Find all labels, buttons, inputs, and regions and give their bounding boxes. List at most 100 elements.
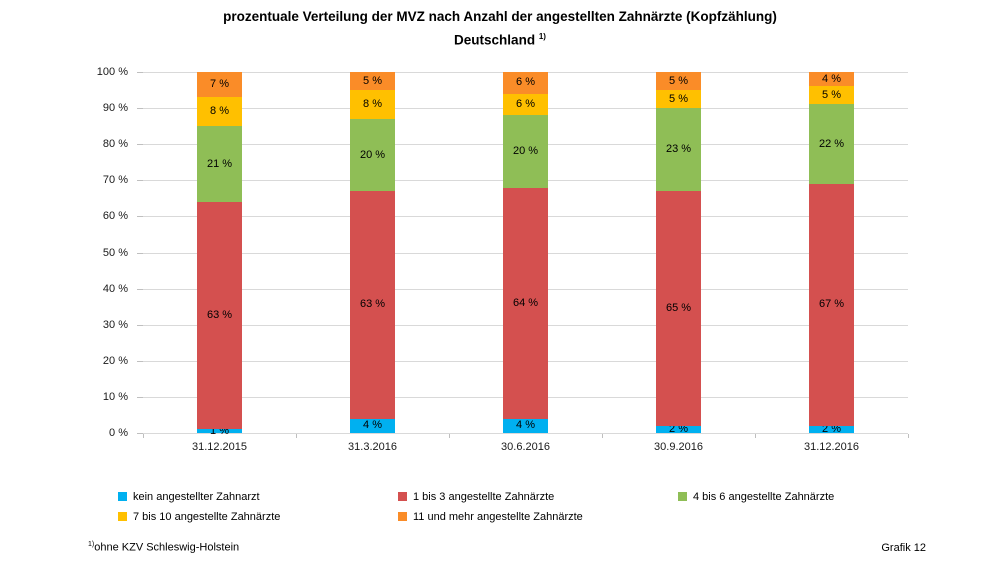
legend-label: 1 bis 3 angestellte Zahnärzte: [413, 491, 555, 503]
legend-label: 7 bis 10 angestellte Zahnärzte: [133, 511, 281, 523]
x-axis-label: 31.12.2016: [803, 441, 860, 453]
y-axis-label: 40 %: [102, 282, 128, 295]
bar-segment: [656, 191, 701, 426]
legend-label: 11 und mehr angestellte Zahnärzte: [413, 511, 583, 523]
bar-value-label: 63 %: [359, 298, 386, 311]
y-axis-tick: [137, 324, 143, 326]
graphic-number-caption: Grafik 12: [881, 542, 926, 554]
y-axis-tick: [137, 433, 143, 434]
legend-label: 4 bis 6 angestellte Zahnärzte: [693, 491, 835, 503]
bar-segment: [350, 72, 395, 91]
legend-label: kein angestellter Zahnarzt: [133, 491, 260, 503]
y-axis-label: 70 %: [102, 174, 128, 187]
bar-segment: [809, 425, 854, 433]
bar-value-label: 20 %: [359, 148, 386, 161]
bar-value-label: 23 %: [665, 143, 692, 156]
bar-value-label: 5 %: [669, 92, 688, 105]
chart-title: prozentuale Verteilung der MVZ nach Anza…: [0, 7, 1000, 51]
y-axis-label: 100 %: [96, 66, 128, 78]
bar-segment: [503, 418, 548, 433]
y-axis-tick: [137, 108, 143, 110]
y-axis-tick: [137, 72, 143, 73]
footnote: 1)ohne KZV Schleswig-Holstein: [88, 541, 239, 554]
legend-item: 11 und mehr angestellte Zahnärzte: [398, 511, 583, 524]
bar-segment: [350, 191, 395, 419]
bar-segment: [197, 429, 242, 433]
x-axis-tick: [143, 434, 144, 438]
x-axis-tick: [296, 434, 297, 438]
chart-title-line1: prozentuale Verteilung der MVZ nach Anza…: [223, 9, 777, 24]
bar-segment: [197, 126, 242, 202]
bar-value-label: 6 %: [516, 97, 535, 110]
bar-segment: [809, 72, 854, 87]
legend-swatch-icon: [398, 512, 407, 521]
x-axis-tick: [449, 434, 450, 438]
bar-segment: [809, 104, 854, 184]
bar-segment: [503, 93, 548, 116]
bar-value-label: 8 %: [210, 105, 229, 118]
bar-value-label: 63 %: [206, 309, 233, 322]
bar-segment: [656, 72, 701, 91]
x-axis-tick: [908, 434, 909, 438]
y-axis-tick: [137, 252, 143, 254]
x-axis-tick: [602, 434, 603, 438]
bar-value-label: 4 %: [363, 419, 382, 432]
x-axis-label: 30.9.2016: [654, 441, 703, 453]
bar-value-label: 5 %: [822, 88, 841, 101]
bar-segment: [809, 183, 854, 426]
bar-segment: [350, 118, 395, 192]
y-axis-label: 0 %: [109, 427, 128, 439]
bar-segment: [656, 425, 701, 433]
bar-value-label: 64 %: [512, 296, 539, 309]
bar-value-label: 6 %: [516, 76, 535, 89]
bar-segment: [197, 201, 242, 430]
chart-title-line2: Deutschland 1): [454, 32, 546, 48]
bar-segment: [809, 86, 854, 105]
bar-value-label: 7 %: [210, 78, 229, 91]
legend-swatch-icon: [118, 512, 127, 521]
y-axis-tick: [137, 288, 143, 290]
bar-segment: [503, 187, 548, 419]
bar-value-label: 20 %: [512, 144, 539, 157]
legend-swatch-icon: [398, 492, 407, 501]
y-axis-label: 50 %: [102, 246, 128, 259]
bar-segment: [656, 108, 701, 192]
bar-value-label: 4 %: [516, 419, 535, 432]
bar-value-label: 4 %: [822, 72, 841, 85]
y-axis-label: 20 %: [102, 354, 128, 367]
bar-value-label: 2 %: [669, 422, 688, 435]
footnote-marker: 1): [88, 541, 95, 548]
y-axis-tick: [137, 396, 143, 398]
y-axis-tick: [137, 180, 143, 182]
x-axis-label: 31.3.2016: [348, 441, 397, 453]
y-axis-tick: [137, 360, 143, 362]
legend-item: kein angestellter Zahnarzt: [118, 491, 260, 504]
x-axis-tick: [755, 434, 756, 438]
bar-segment: [503, 115, 548, 188]
y-axis-label: 60 %: [102, 210, 128, 223]
x-axis-label: 31.12.2015: [191, 441, 248, 453]
x-axis-label: 30.6.2016: [501, 441, 550, 453]
y-axis-label: 30 %: [102, 318, 128, 331]
footnote-text: ohne KZV Schleswig-Holstein: [94, 541, 240, 554]
bar-value-label: 8 %: [363, 97, 382, 110]
bar-segment: [350, 90, 395, 119]
bar-value-label: 5 %: [669, 74, 688, 87]
bar-value-label: 22 %: [818, 137, 845, 150]
legend-item: 7 bis 10 angestellte Zahnärzte: [118, 511, 280, 524]
legend-item: 1 bis 3 angestellte Zahnärzte: [398, 491, 554, 504]
legend-swatch-icon: [678, 492, 687, 501]
bar-value-label: 67 %: [818, 298, 845, 311]
bar-segment: [350, 418, 395, 433]
bar-value-label: 5 %: [363, 74, 382, 87]
y-axis-tick: [137, 144, 143, 146]
legend-item: 4 bis 6 angestellte Zahnärzte: [678, 491, 834, 504]
bar-value-label: 65 %: [665, 301, 692, 314]
bar-value-label: 21 %: [206, 157, 233, 170]
y-axis-label: 80 %: [102, 138, 128, 151]
bar-segment: [656, 90, 701, 109]
y-axis-tick: [137, 216, 143, 218]
y-axis-label: 10 %: [102, 390, 128, 403]
bar-segment: [503, 72, 548, 94]
